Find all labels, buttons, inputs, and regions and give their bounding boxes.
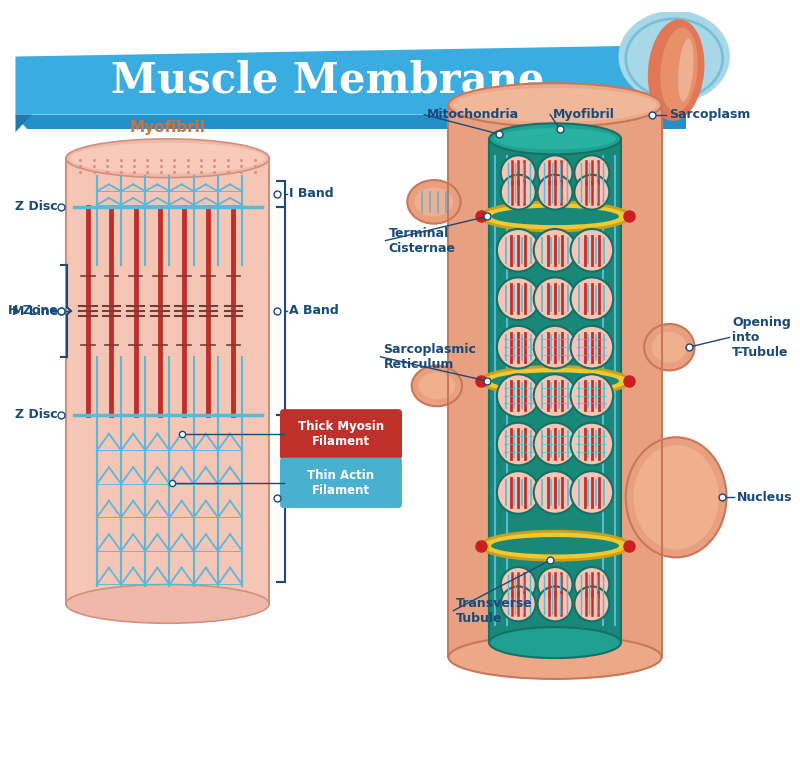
Text: M Line: M Line xyxy=(12,305,58,318)
Circle shape xyxy=(534,326,576,368)
Ellipse shape xyxy=(489,627,621,658)
Circle shape xyxy=(538,175,573,210)
Circle shape xyxy=(501,567,536,602)
Ellipse shape xyxy=(652,332,686,362)
Circle shape xyxy=(574,175,610,210)
Ellipse shape xyxy=(491,372,619,390)
Text: Thin Actin
Filament: Thin Actin Filament xyxy=(307,469,374,497)
Ellipse shape xyxy=(66,139,270,178)
Circle shape xyxy=(570,423,613,465)
Circle shape xyxy=(497,471,539,514)
Circle shape xyxy=(570,326,613,368)
Circle shape xyxy=(570,229,613,272)
Polygon shape xyxy=(449,105,662,657)
Ellipse shape xyxy=(626,437,726,558)
Text: Sarcoplasm: Sarcoplasm xyxy=(670,108,750,121)
Ellipse shape xyxy=(449,635,662,679)
Ellipse shape xyxy=(449,83,662,126)
Circle shape xyxy=(497,277,539,320)
Circle shape xyxy=(538,587,573,621)
Text: A Band: A Band xyxy=(289,304,338,317)
Circle shape xyxy=(501,587,536,621)
Text: H Zone: H Zone xyxy=(8,304,58,317)
Circle shape xyxy=(574,567,610,602)
Circle shape xyxy=(497,375,539,417)
Ellipse shape xyxy=(481,531,630,560)
Circle shape xyxy=(570,277,613,320)
Circle shape xyxy=(538,567,573,602)
Text: Thick Myosin
Filament: Thick Myosin Filament xyxy=(298,421,384,448)
Circle shape xyxy=(534,229,576,272)
Ellipse shape xyxy=(491,537,619,555)
Circle shape xyxy=(570,375,613,417)
Circle shape xyxy=(570,471,613,514)
FancyBboxPatch shape xyxy=(280,457,402,508)
Ellipse shape xyxy=(407,180,461,224)
Ellipse shape xyxy=(491,208,619,225)
Ellipse shape xyxy=(412,365,462,406)
Ellipse shape xyxy=(678,39,694,101)
Circle shape xyxy=(538,155,573,190)
Circle shape xyxy=(497,229,539,272)
Polygon shape xyxy=(15,115,686,129)
Ellipse shape xyxy=(648,19,705,121)
Text: Muscle Membrane: Muscle Membrane xyxy=(110,60,544,102)
Ellipse shape xyxy=(618,11,730,103)
Ellipse shape xyxy=(454,88,657,122)
Ellipse shape xyxy=(489,123,621,155)
Text: Transverse
Tubule: Transverse Tubule xyxy=(456,597,533,624)
Ellipse shape xyxy=(418,372,455,399)
Ellipse shape xyxy=(66,584,270,624)
Text: Z Disc: Z Disc xyxy=(15,200,58,213)
Text: Terminal
Cisternae: Terminal Cisternae xyxy=(389,227,455,254)
Text: Myofibril: Myofibril xyxy=(130,119,206,135)
Circle shape xyxy=(497,326,539,368)
Circle shape xyxy=(501,155,536,190)
Circle shape xyxy=(534,375,576,417)
Polygon shape xyxy=(15,115,32,132)
Polygon shape xyxy=(66,159,270,604)
Text: Sarcoplasmic
Reticulum: Sarcoplasmic Reticulum xyxy=(383,343,477,371)
FancyBboxPatch shape xyxy=(280,409,402,460)
Polygon shape xyxy=(489,139,621,643)
Circle shape xyxy=(534,471,576,514)
Text: Z Disc: Z Disc xyxy=(15,408,58,421)
Circle shape xyxy=(497,423,539,465)
Text: Opening
into
T-Tubule: Opening into T-Tubule xyxy=(732,316,791,359)
Circle shape xyxy=(501,175,536,210)
Ellipse shape xyxy=(660,28,698,113)
Text: I Band: I Band xyxy=(289,187,334,200)
Ellipse shape xyxy=(634,445,718,550)
Text: Mitochondria: Mitochondria xyxy=(427,108,519,121)
Circle shape xyxy=(574,587,610,621)
Ellipse shape xyxy=(481,367,630,395)
Polygon shape xyxy=(15,45,686,115)
Circle shape xyxy=(534,277,576,320)
Ellipse shape xyxy=(481,202,630,231)
Circle shape xyxy=(574,155,610,190)
Text: I Band: I Band xyxy=(289,492,334,505)
Circle shape xyxy=(534,423,576,465)
Text: Nucleus: Nucleus xyxy=(737,491,793,504)
Text: Myofibril: Myofibril xyxy=(553,108,615,121)
Ellipse shape xyxy=(644,324,694,371)
Ellipse shape xyxy=(494,128,616,149)
Ellipse shape xyxy=(414,188,454,216)
Ellipse shape xyxy=(70,142,266,174)
